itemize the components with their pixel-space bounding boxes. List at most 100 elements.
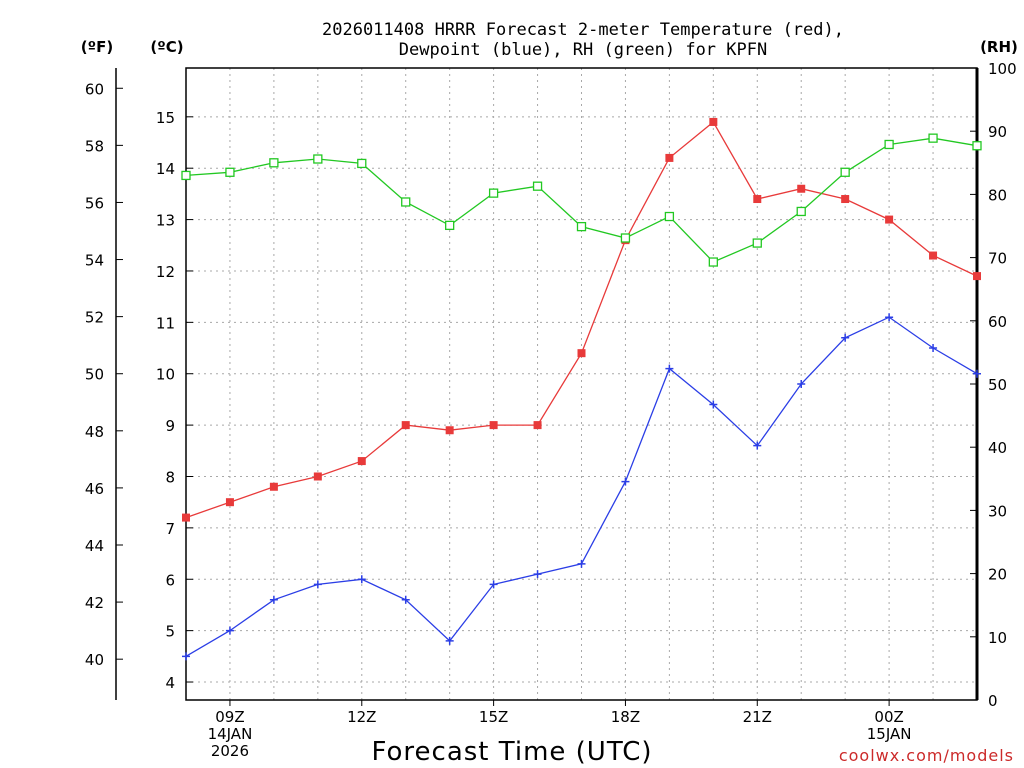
dewpoint-point — [577, 559, 586, 568]
rh-point — [840, 167, 850, 177]
dewpoint-point — [621, 477, 630, 486]
rh-point — [796, 206, 806, 217]
rh-point — [972, 141, 982, 151]
rh-point — [752, 238, 762, 248]
temperature-point — [665, 153, 674, 162]
grid-lines — [186, 68, 977, 700]
rh-point — [708, 257, 718, 267]
dewpoint-point — [929, 344, 938, 353]
rh-tick-label: 90 — [988, 123, 1007, 141]
rh-tick-label: 30 — [988, 502, 1007, 520]
x-axis-title: Forecast Time (UTC) — [371, 737, 652, 767]
dewpoint-point — [885, 313, 894, 322]
model-credit: coolwx.com/models — [839, 746, 1014, 765]
fahrenheit-tick-label: 44 — [85, 537, 104, 555]
fahrenheit-tick-label: 50 — [85, 366, 104, 384]
dewpoint-point — [489, 580, 498, 589]
dewpoint-point — [225, 626, 234, 635]
rh-point — [884, 139, 894, 150]
temperature-point — [797, 184, 806, 193]
celsius-tick-label: 6 — [165, 571, 175, 589]
rh-point — [225, 167, 235, 177]
x-tick-label: 18Z — [611, 708, 640, 726]
dewpoint-point — [269, 595, 278, 604]
x-tick-label: 14JAN — [208, 725, 253, 743]
fahrenheit-tick-label: 52 — [85, 309, 104, 327]
temperature-point — [445, 426, 454, 435]
temperature-point — [489, 421, 498, 430]
chart-title-line-2: Dewpoint (blue), RH (green) for KPFN — [399, 40, 767, 60]
rh-point — [357, 158, 367, 169]
dewpoint-point — [797, 380, 806, 388]
temperature-point — [269, 482, 278, 491]
x-tick-label: 12Z — [347, 708, 376, 726]
rh-point — [620, 233, 631, 243]
celsius-tick-label: 11 — [156, 314, 175, 332]
fahrenheit-tick-label: 56 — [85, 194, 104, 212]
rh-tick-label: 70 — [988, 250, 1007, 268]
dewpoint-point — [533, 570, 542, 579]
rh-tick-label: 60 — [988, 313, 1007, 331]
temperature-point — [313, 472, 322, 481]
temperature-point — [929, 251, 938, 260]
fahrenheit-tick-label: 54 — [85, 252, 104, 270]
fahrenheit-tick-label: 60 — [85, 80, 104, 98]
dewpoint-point — [665, 364, 674, 373]
temperature-point — [885, 215, 894, 224]
dewpoint-point — [709, 400, 718, 409]
temperature-point — [533, 421, 542, 430]
chart-title-line-1: 2026011408 HRRR Forecast 2-meter Tempera… — [322, 20, 844, 40]
fahrenheit-tick-label: 40 — [85, 651, 104, 669]
celsius-tick-label: 4 — [165, 674, 175, 692]
fahrenheit-unit-label: (ºF) — [81, 38, 113, 56]
temperature-point — [709, 117, 718, 126]
rh-tick-label: 10 — [988, 629, 1007, 647]
rh-point — [488, 188, 499, 198]
celsius-tick-label: 13 — [156, 212, 175, 230]
celsius-tick-label: 5 — [165, 623, 175, 641]
rh-point — [576, 221, 587, 232]
dewpoint-point — [313, 580, 322, 589]
rh-point — [269, 158, 279, 168]
temperature-point — [841, 195, 850, 204]
dewpoint-point — [445, 636, 454, 645]
x-tick-label: 15JAN — [867, 725, 912, 743]
temperature-point — [973, 272, 981, 281]
celsius-tick-label: 15 — [156, 109, 175, 127]
celsius-unit-label: (ºC) — [150, 38, 183, 56]
rh-point — [928, 133, 938, 143]
plot-area-frame — [185, 67, 978, 701]
data-series — [181, 117, 982, 661]
rh-tick-label: 50 — [988, 376, 1007, 394]
celsius-tick-label: 8 — [165, 468, 175, 486]
rh-tick-label: 100 — [988, 60, 1017, 78]
fahrenheit-tick-label: 46 — [85, 480, 104, 498]
temperature-point — [182, 513, 190, 522]
rh-point — [445, 220, 455, 231]
rh-point — [401, 197, 411, 207]
rh-point — [532, 181, 543, 191]
temperature-point — [577, 349, 586, 358]
rh-tick-label: 0 — [988, 692, 998, 710]
x-tick-label: 00Z — [874, 708, 903, 726]
dewpoint-point — [401, 595, 410, 604]
celsius-tick-label: 10 — [156, 366, 175, 384]
rh-tick-label: 40 — [988, 439, 1007, 457]
temperature-point — [401, 421, 410, 430]
celsius-tick-label: 12 — [156, 263, 175, 281]
temperature-point — [753, 195, 762, 204]
rh-unit-label: (RH) — [980, 38, 1018, 56]
celsius-tick-label: 7 — [165, 520, 175, 538]
dewpoint-point — [973, 369, 981, 378]
temperature-point — [225, 498, 234, 507]
fahrenheit-tick-label: 58 — [85, 137, 104, 155]
x-tick-label: 2026 — [211, 742, 249, 760]
fahrenheit-tick-label: 42 — [85, 594, 104, 612]
x-tick-label: 21Z — [743, 708, 772, 726]
rh-point — [181, 170, 191, 181]
dewpoint-point — [841, 333, 850, 342]
dewpoint-point — [753, 441, 762, 450]
rh-point — [313, 154, 323, 164]
